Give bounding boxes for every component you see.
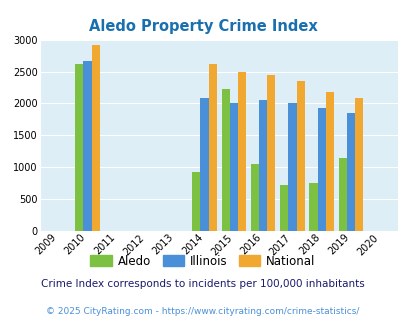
Bar: [346, 113, 354, 231]
Legend: Aledo, Illinois, National: Aledo, Illinois, National: [85, 250, 320, 273]
Text: Crime Index corresponds to incidents per 100,000 inhabitants: Crime Index corresponds to incidents per…: [41, 279, 364, 289]
Bar: [288, 103, 296, 231]
Bar: [83, 61, 92, 231]
Bar: [338, 158, 346, 231]
Bar: [192, 172, 200, 231]
Bar: [237, 72, 245, 231]
Bar: [279, 185, 288, 231]
Bar: [317, 108, 325, 231]
Bar: [229, 103, 237, 231]
Bar: [354, 98, 362, 231]
Bar: [325, 92, 333, 231]
Text: Aledo Property Crime Index: Aledo Property Crime Index: [88, 19, 317, 34]
Bar: [221, 89, 229, 231]
Bar: [92, 45, 100, 231]
Text: © 2025 CityRating.com - https://www.cityrating.com/crime-statistics/: © 2025 CityRating.com - https://www.city…: [46, 307, 359, 315]
Bar: [309, 182, 317, 231]
Bar: [266, 75, 275, 231]
Bar: [208, 64, 216, 231]
Bar: [200, 98, 208, 231]
Bar: [75, 64, 83, 231]
Bar: [250, 164, 258, 231]
Bar: [296, 81, 304, 231]
Bar: [258, 100, 266, 231]
